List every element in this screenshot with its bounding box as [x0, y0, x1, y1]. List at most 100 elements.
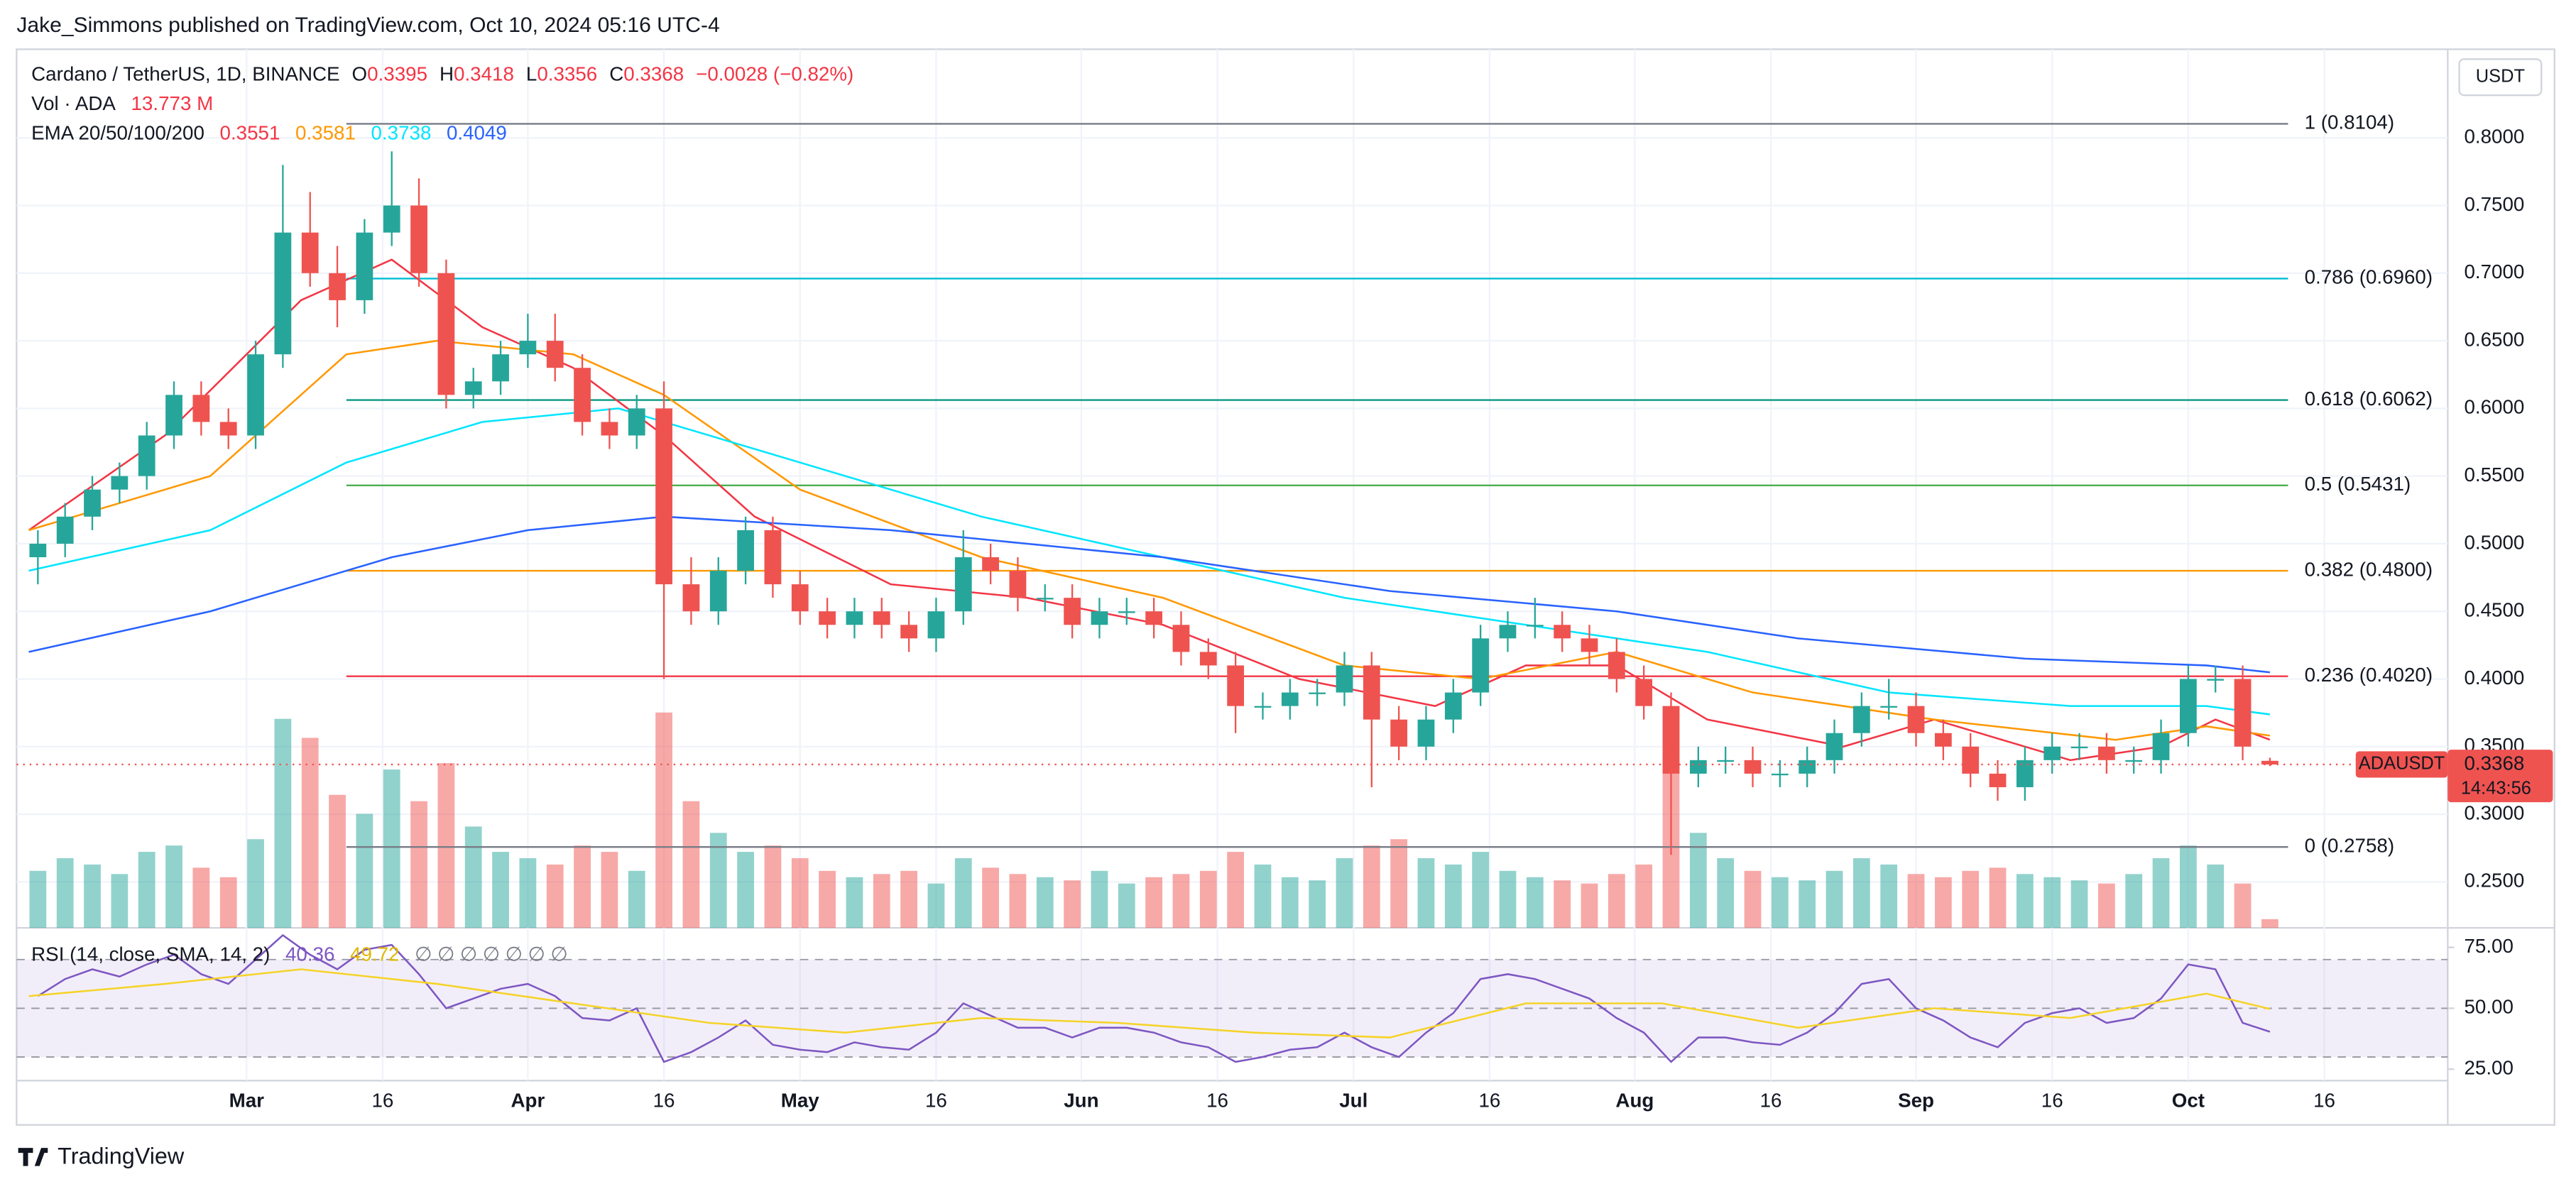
- volume-bar: [2152, 857, 2170, 928]
- candle-body: [1227, 665, 1245, 706]
- candle-body: [2043, 746, 2061, 760]
- volume-bar: [1091, 870, 1108, 928]
- volume-bar: [1227, 852, 1245, 928]
- volume-bar: [2016, 874, 2034, 928]
- candle-body: [1199, 652, 1217, 666]
- volume-bar: [356, 813, 373, 928]
- candle-body: [682, 584, 700, 612]
- volume-bar: [138, 852, 155, 928]
- fib-label: 0.236 (0.4020): [2305, 664, 2433, 686]
- volume-bar: [873, 874, 890, 928]
- x-tick-label: Oct: [2172, 1090, 2205, 1112]
- candle-body: [737, 530, 754, 571]
- footer-logo: TradingView: [18, 1144, 185, 1169]
- candle-body: [29, 543, 47, 557]
- candle-body: [2125, 760, 2143, 762]
- candle-body: [437, 273, 455, 395]
- candle-body: [329, 273, 346, 300]
- chart-frame: [16, 48, 2555, 1126]
- rsi-tick-label: 25.00: [2464, 1057, 2513, 1079]
- publish-header: Jake_Simmons published on TradingView.co…: [16, 13, 719, 37]
- legend-high: 0.3418: [454, 63, 514, 85]
- volume-bar: [682, 801, 700, 928]
- candle-body: [1526, 625, 1544, 627]
- x-tick-label: 16: [925, 1090, 947, 1112]
- y-tick-label: 0.7000: [2464, 261, 2524, 283]
- candle-body: [1744, 760, 1762, 774]
- candle-body: [1172, 625, 1190, 652]
- volume-bar: [900, 870, 917, 928]
- legend-letter: O: [352, 63, 368, 85]
- candle-body: [927, 611, 945, 639]
- y-tick-label: 0.4000: [2464, 667, 2524, 689]
- candle-body: [1581, 638, 1598, 652]
- candle-body: [954, 557, 972, 612]
- candle-body: [709, 571, 727, 612]
- y-tick-label: 0.5000: [2464, 531, 2524, 553]
- candle-body: [791, 584, 809, 612]
- candle-body: [1417, 719, 1435, 747]
- candle-body: [601, 422, 618, 436]
- volume-bar: [1036, 877, 1054, 928]
- volume-bar: [737, 852, 754, 928]
- volume-bar: [927, 883, 945, 928]
- symbol-tag: ADAUSDT: [2359, 754, 2445, 774]
- volume-bar: [1444, 864, 1462, 928]
- volume-bar: [1771, 877, 1789, 928]
- fib-label: 0.786 (0.6960): [2305, 266, 2433, 288]
- volume-bar: [2261, 919, 2278, 928]
- rsi-sma-value: 49.72: [350, 943, 399, 965]
- candle-body: [628, 408, 645, 436]
- candle-body: [1036, 598, 1054, 600]
- y-tick-label: 0.2500: [2464, 870, 2524, 892]
- x-tick-label: Jul: [1339, 1090, 1368, 1112]
- volume-bar: [846, 877, 863, 928]
- rsi-line: [37, 933, 2271, 1063]
- volume-bar: [1554, 880, 1571, 928]
- x-tick-label: Sep: [1898, 1090, 1934, 1112]
- footer-brand: TradingView: [58, 1144, 185, 1169]
- y-tick-label: 0.4500: [2464, 599, 2524, 621]
- volume-bar: [1581, 883, 1598, 928]
- candle-body: [1145, 611, 1163, 625]
- candle-body: [1689, 760, 1707, 774]
- ema-value: 0.3738: [371, 122, 432, 144]
- candle-body: [873, 611, 890, 625]
- volume-bar: [1309, 880, 1326, 928]
- currency-button[interactable]: [2458, 58, 2543, 97]
- volume-bar: [628, 870, 645, 928]
- candle-body: [492, 354, 509, 382]
- volume-bar: [56, 857, 74, 928]
- volume-bar: [2070, 880, 2088, 928]
- volume-bar: [464, 826, 482, 928]
- candle-body: [1825, 733, 1843, 760]
- candle-body: [1852, 706, 1870, 733]
- legend-volume: Vol · ADA 13.773 M: [31, 92, 213, 114]
- candle-body: [1009, 571, 1027, 598]
- candle-body: [546, 341, 564, 368]
- volume-bar: [1390, 839, 1408, 928]
- axes: Mar 16 Apr 16 May 16 Jun 16 Jul 16 Aug 16 Sep 16 Oct 16…: [229, 126, 2553, 1112]
- volume-bar: [84, 864, 101, 928]
- x-tick-label: 16: [2313, 1090, 2335, 1112]
- x-tick-label: Mar: [229, 1090, 265, 1112]
- volume-bar: [2180, 845, 2197, 928]
- candle-body: [1499, 625, 1517, 639]
- ema-line: [28, 339, 2271, 741]
- volume-bar: [1118, 883, 1135, 928]
- x-tick-label: 16: [1206, 1090, 1228, 1112]
- currency-label[interactable]: USDT: [2476, 66, 2525, 86]
- candle-body: [1907, 706, 1925, 733]
- candle-body: [1880, 706, 1898, 708]
- y-tick-label: 0.8000: [2464, 126, 2524, 148]
- x-tick-label: May: [781, 1090, 820, 1112]
- candle-body: [519, 341, 537, 355]
- candle-body: [1934, 733, 1952, 747]
- volume-bar: [219, 877, 237, 928]
- candle-body: [982, 557, 999, 571]
- legend-open: 0.3395: [367, 63, 427, 85]
- rsi-title: RSI (14, close, SMA, 14, 2): [31, 943, 270, 965]
- candle-body: [1554, 625, 1571, 639]
- fib-label: 0.5 (0.5431): [2305, 473, 2411, 495]
